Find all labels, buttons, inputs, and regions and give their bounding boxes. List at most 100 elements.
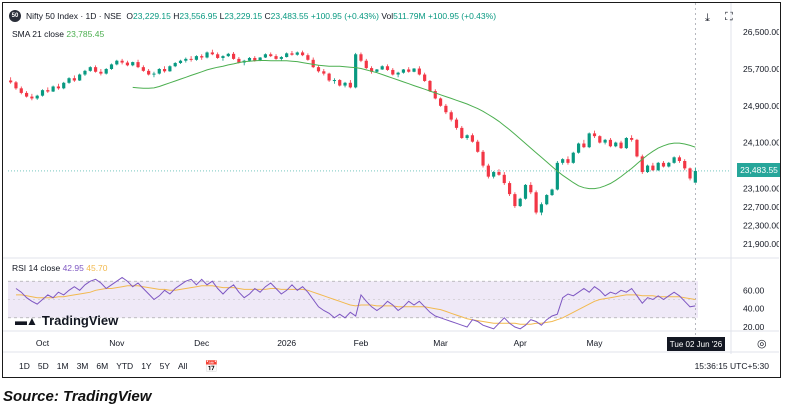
clock-display[interactable]: 15:36:15 UTC+5:30 (694, 361, 769, 371)
candle-body (423, 74, 427, 81)
candle-body (14, 82, 18, 89)
price-tick-label: 22,300.00 (743, 220, 779, 230)
candle-body (608, 139, 613, 147)
candle-body (258, 57, 262, 61)
tradingview-logo[interactable]: ▬▲ TradingView (15, 313, 118, 328)
candle-body (109, 64, 114, 69)
sma-line (132, 60, 696, 190)
ohlc-values: O23,229.15 H23,556.95 L23,229.15 C23,483… (126, 11, 497, 21)
fullscreen-icon[interactable]: ⛶ (725, 11, 733, 23)
candle-body (104, 69, 108, 74)
candle-body (529, 184, 533, 193)
last-price-tag: 23,483.55 (737, 163, 780, 177)
candle-body (449, 112, 453, 120)
candle-body (343, 82, 347, 86)
time-tick-label: Nov (109, 338, 125, 348)
candle-body (184, 58, 188, 61)
candle-body (677, 157, 682, 161)
candle-body (221, 56, 225, 58)
down-arrow-icon[interactable]: ⤓ (705, 12, 710, 24)
rsi-tick-label: 60.00 (743, 285, 765, 295)
candle-body (369, 68, 374, 72)
candle-body (67, 78, 71, 83)
candle-body (19, 88, 23, 93)
candle-body (226, 53, 230, 57)
candle-body (375, 69, 379, 72)
candle-body (513, 194, 517, 207)
sma-legend[interactable]: SMA 21 close 23,785.45 (12, 29, 104, 39)
candle-body (263, 54, 268, 58)
candle-body (338, 80, 342, 86)
candle-body (624, 138, 628, 149)
rsi-label: RSI 14 close (12, 263, 61, 273)
candle-body (285, 53, 289, 58)
range-ytd-button[interactable]: YTD (116, 361, 134, 371)
candle-body (534, 192, 538, 213)
candle-body (635, 139, 639, 157)
calendar-icon[interactable]: 📅 (204, 360, 219, 373)
candle-body (348, 82, 352, 88)
candle-body (433, 91, 437, 99)
high-value: 23,556.95 (179, 11, 218, 21)
symbol-title[interactable]: Nifty 50 Index · 1D · NSE (26, 11, 122, 21)
price-tick-label: 26,500.00 (743, 27, 779, 37)
range-1m-button[interactable]: 1M (56, 361, 69, 371)
candle-body (465, 135, 469, 138)
candle-body (300, 52, 305, 56)
candle-body (51, 86, 55, 92)
candle-body (152, 73, 156, 75)
candle-body (587, 133, 591, 148)
range-1d-button[interactable]: 1D (19, 361, 30, 371)
low-value: 23,229.15 (224, 11, 263, 21)
candle-body (693, 170, 697, 183)
candle-body (380, 66, 384, 70)
candle-body (131, 62, 135, 66)
candle-body (311, 59, 315, 68)
candle-body (672, 157, 676, 163)
rsi-legend[interactable]: RSI 14 close 42.95 45.70 (12, 263, 108, 273)
candle-body (545, 195, 549, 205)
rsi-ma-line (16, 285, 696, 325)
candle-body (168, 66, 172, 72)
candle-body (417, 68, 421, 75)
range-5d-button[interactable]: 5D (37, 361, 49, 371)
candle-body (125, 62, 130, 66)
candle-body (216, 54, 220, 58)
sma-value: 23,785.45 (66, 29, 105, 39)
candle-body (189, 58, 193, 60)
candle-body (194, 56, 199, 60)
candle-body (290, 53, 294, 55)
candle-body (412, 68, 416, 72)
candle-body (507, 183, 512, 195)
settings-icon[interactable]: ◎ (757, 338, 767, 350)
range-1y-button[interactable]: 1Y (141, 361, 152, 371)
candle-body (40, 90, 45, 96)
candle-body (205, 52, 209, 58)
range-5y-button[interactable]: 5Y (159, 361, 170, 371)
chart-canvas[interactable]: 26,500.00 25,700.00 24,900.00 24,100.00 23,1… (3, 3, 779, 354)
candle-body (460, 127, 464, 138)
candle-body (396, 72, 400, 75)
candle-body (481, 151, 485, 166)
price-tick-label: 24,900.00 (743, 101, 779, 111)
candle-body (279, 57, 283, 59)
candle-body (24, 92, 29, 97)
candle-body (147, 70, 151, 75)
range-6m-button[interactable]: 6M (96, 361, 109, 371)
chart-header: 50 Nifty 50 Index · 1D · NSE O23,229.15 … (9, 10, 496, 22)
candle-body (178, 60, 183, 64)
candle-body (640, 156, 644, 173)
symbol-badge-icon: 50 (9, 10, 21, 22)
rsi-tick-label: 20.00 (743, 322, 765, 332)
range-all-button[interactable]: All (178, 361, 188, 371)
sma-label: SMA 21 close (12, 29, 64, 39)
time-tick-label: Mar (433, 338, 448, 348)
candle-body (46, 90, 50, 92)
candle-body (88, 67, 92, 71)
candle-body (561, 159, 565, 163)
range-3m-button[interactable]: 3M (76, 361, 89, 371)
candle-body (651, 165, 655, 171)
candle-body (476, 141, 480, 152)
candle-body (30, 96, 34, 99)
chart-frame: 26,500.00 25,700.00 24,900.00 24,100.00 23,1… (2, 2, 781, 378)
